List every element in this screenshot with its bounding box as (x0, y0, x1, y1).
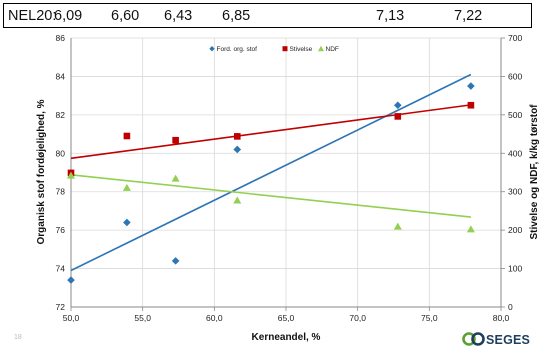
page-number: 18 (14, 334, 22, 341)
nel20-value: 7,13 (376, 8, 405, 24)
x-tick-label: 55,0 (134, 313, 151, 323)
nel20-header-box: NEL20: 6,09 6,60 6,43 6,85 7,13 7,22 (3, 3, 532, 28)
data-point-diamond (394, 101, 402, 110)
y-left-tick-label: 78 (56, 187, 66, 197)
y-right-tick-label: 0 (508, 302, 513, 312)
data-point-square (394, 113, 402, 120)
seges-logo-text: SEGES (486, 333, 530, 347)
seges-logo-mark (462, 332, 476, 346)
y-left-tick-label: 72 (56, 302, 66, 312)
legend-item: NDF (318, 45, 339, 53)
legend-label: Ford. org. stof (217, 46, 258, 53)
data-point-square (172, 136, 179, 144)
legend-marker (209, 46, 215, 52)
data-point-square (233, 133, 241, 140)
x-tick-label: 70,0 (349, 313, 366, 323)
x-tick-label: 75,0 (421, 313, 438, 323)
y-left-tick-label: 86 (56, 33, 66, 43)
y-left-tick-label: 76 (56, 225, 66, 235)
nel20-value: 6,85 (222, 8, 251, 24)
data-point-diamond (123, 218, 131, 227)
trend-line-2 (70, 174, 471, 218)
nel20-value: 6,43 (164, 8, 193, 24)
data-point-triangle (466, 225, 475, 233)
x-tick-label: 50,0 (63, 313, 80, 323)
legend-item: Ford. org. stof (209, 46, 257, 53)
x-tick-label: 65,0 (278, 313, 295, 323)
seges-logo: SEGES (462, 332, 530, 347)
data-point-diamond (171, 257, 180, 265)
data-point-square (123, 132, 131, 140)
legend-label: Stivelse (290, 46, 313, 53)
y-left-axis-title: Organisk stof fordøjelighed, % (36, 99, 47, 244)
x-tick-label: 60,0 (206, 313, 223, 323)
data-point-diamond (233, 145, 242, 154)
x-axis-title: Kerneandel, % (252, 332, 321, 343)
legend-label: NDF (326, 46, 339, 53)
y-right-tick-label: 400 (508, 148, 522, 158)
nel20-label: NEL20: (8, 8, 57, 24)
data-point-triangle (122, 183, 131, 191)
y-left-tick-label: 74 (56, 264, 66, 274)
y-right-tick-label: 200 (508, 225, 522, 235)
trend-line-1 (70, 104, 472, 160)
data-point-square (467, 101, 475, 109)
y-left-tick-label: 80 (56, 148, 66, 158)
y-right-tick-label: 100 (508, 264, 522, 274)
data-point-triangle (393, 222, 402, 230)
y-left-tick-label: 82 (56, 110, 66, 120)
y-right-axis-title: Stivelse og NDF, k/kg tørstof (529, 104, 540, 240)
data-point-diamond (67, 276, 75, 284)
y-right-tick-label: 700 (508, 33, 522, 43)
legend-marker (318, 45, 324, 52)
data-point-triangle (171, 174, 180, 182)
nel20-value: 6,60 (111, 8, 140, 24)
legend-item: Stivelse (282, 46, 313, 53)
trend-line-0 (70, 73, 472, 272)
chart-grid (70, 37, 505, 311)
data-point-diamond (467, 82, 475, 90)
nel20-value: 6,09 (54, 8, 83, 24)
seges-logo-mark (471, 332, 485, 346)
legend-marker (282, 46, 288, 52)
nel20-value: 7,22 (454, 8, 483, 24)
data-points (67, 82, 475, 284)
y-right-tick-label: 500 (508, 110, 522, 120)
data-point-triangle (233, 196, 242, 204)
trend-lines (70, 73, 472, 272)
chart-legend: Ford. org. stof Stivelse NDF (209, 45, 339, 53)
y-right-tick-label: 300 (508, 187, 522, 197)
data-point-triangle (67, 171, 75, 179)
y-left-tick-label: 84 (56, 71, 66, 81)
x-tick-label: 80,0 (493, 313, 510, 323)
y-right-tick-label: 600 (508, 71, 522, 81)
tick-labels: 72 74 76 78 80 82 84 86 0 100 200 300 400 500 600 700 50… (56, 33, 523, 323)
